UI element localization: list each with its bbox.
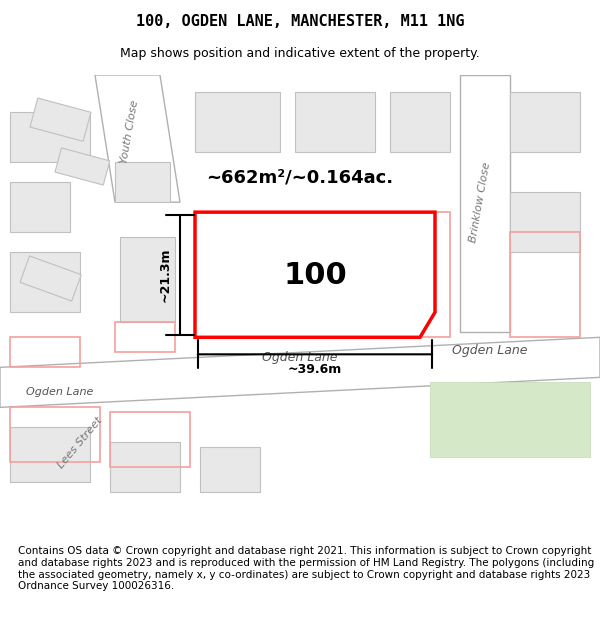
Bar: [10, 428, 90, 483]
Bar: [30, 98, 91, 141]
Bar: [295, 92, 375, 152]
Bar: [55, 148, 110, 185]
Bar: [195, 92, 280, 152]
Bar: [200, 448, 260, 493]
Text: Lees Street: Lees Street: [56, 415, 104, 470]
Polygon shape: [195, 212, 435, 338]
Bar: [510, 192, 580, 253]
Polygon shape: [0, 338, 600, 408]
Text: ~39.6m: ~39.6m: [288, 363, 342, 376]
Bar: [120, 237, 175, 322]
Text: ~662m²/~0.164ac.: ~662m²/~0.164ac.: [206, 168, 394, 186]
Text: 100: 100: [283, 261, 347, 290]
Bar: [115, 162, 170, 202]
Bar: [10, 253, 80, 312]
Polygon shape: [460, 75, 510, 332]
Bar: [10, 182, 70, 232]
Polygon shape: [430, 382, 590, 458]
Text: 100, OGDEN LANE, MANCHESTER, M11 1NG: 100, OGDEN LANE, MANCHESTER, M11 1NG: [136, 14, 464, 29]
Text: Youth Close: Youth Close: [119, 99, 140, 164]
Bar: [10, 112, 90, 162]
Text: Contains OS data © Crown copyright and database right 2021. This information is : Contains OS data © Crown copyright and d…: [18, 546, 594, 591]
Bar: [510, 92, 580, 152]
Bar: [390, 92, 450, 152]
Text: Brinklow Close: Brinklow Close: [468, 161, 492, 243]
Text: Ogden Lane: Ogden Lane: [262, 351, 338, 364]
Text: Ogden Lane: Ogden Lane: [26, 388, 94, 398]
Text: Ogden Lane: Ogden Lane: [452, 344, 528, 357]
Polygon shape: [95, 75, 180, 202]
Bar: [20, 256, 81, 301]
Text: Map shows position and indicative extent of the property.: Map shows position and indicative extent…: [120, 48, 480, 61]
Text: ~21.3m: ~21.3m: [158, 248, 172, 302]
Bar: [110, 442, 180, 493]
